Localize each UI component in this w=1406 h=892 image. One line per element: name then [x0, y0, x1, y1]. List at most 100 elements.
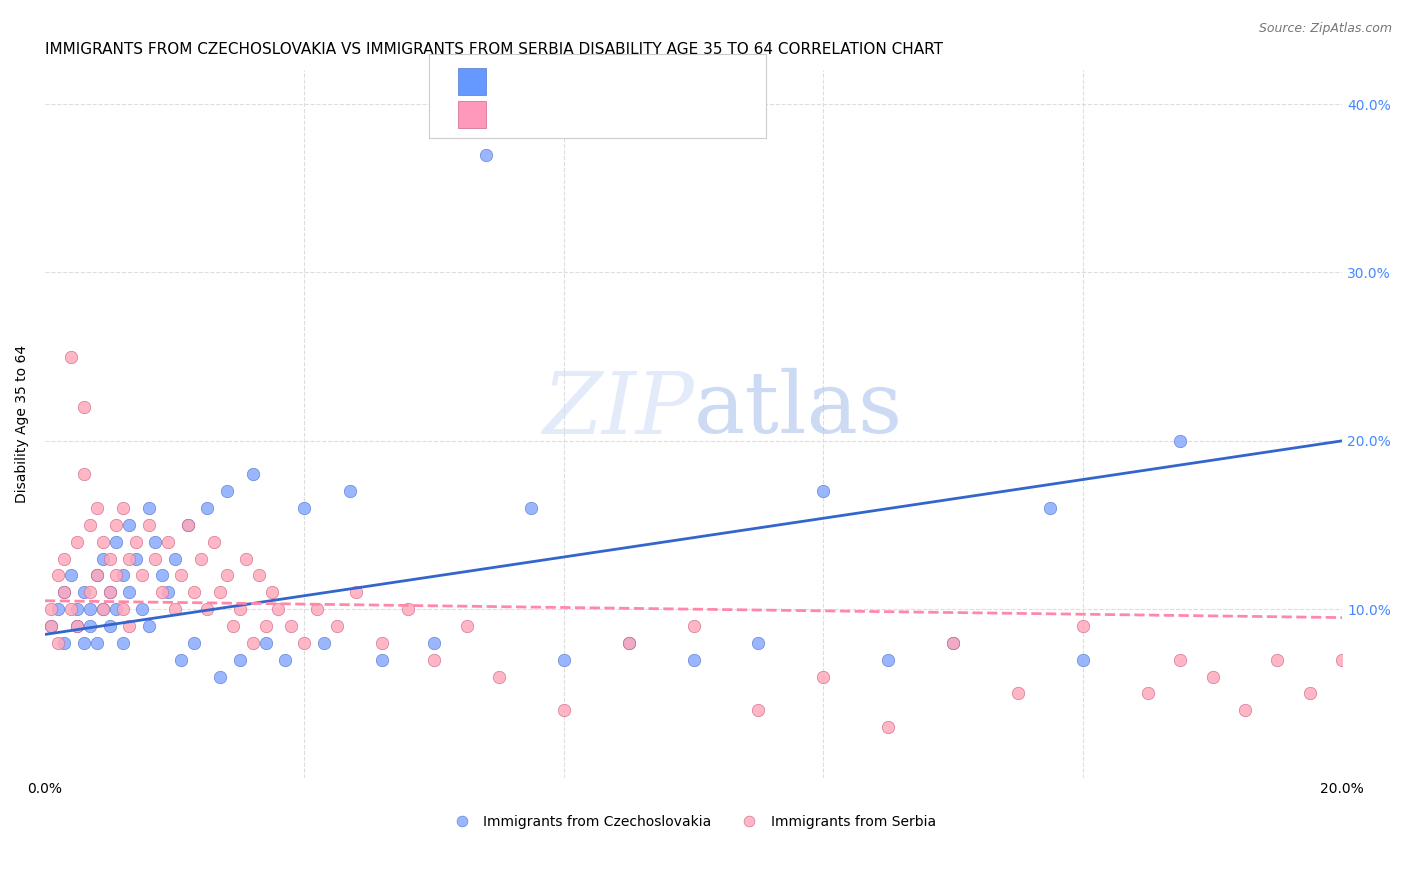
Immigrants from Czechoslovakia: [111, 568, 134, 582]
Immigrants from Serbia: [79, 585, 101, 599]
Immigrants from Serbia: [66, 619, 89, 633]
Immigrants from Czechoslovakia: [105, 602, 128, 616]
Immigrants from Serbia: [170, 568, 193, 582]
Immigrants from Czechoslovakia: [79, 602, 101, 616]
Y-axis label: Disability Age 35 to 64: Disability Age 35 to 64: [15, 345, 30, 503]
Legend: Immigrants from Czechoslovakia, Immigrants from Serbia: Immigrants from Czechoslovakia, Immigran…: [446, 809, 942, 834]
Immigrants from Czechoslovakia: [53, 636, 76, 650]
Immigrants from Czechoslovakia: [86, 636, 108, 650]
Immigrants from Serbia: [202, 534, 225, 549]
Immigrants from Czechoslovakia: [131, 602, 153, 616]
Immigrants from Serbia: [456, 619, 478, 633]
Immigrants from Serbia: [163, 602, 186, 616]
Immigrants from Czechoslovakia: [98, 619, 121, 633]
Immigrants from Czechoslovakia: [105, 534, 128, 549]
Immigrants from Czechoslovakia: [66, 619, 89, 633]
Immigrants from Serbia: [326, 619, 349, 633]
Immigrants from Serbia: [111, 501, 134, 516]
Immigrants from Czechoslovakia: [617, 636, 640, 650]
Immigrants from Czechoslovakia: [138, 501, 160, 516]
Immigrants from Serbia: [41, 619, 63, 633]
Immigrants from Serbia: [143, 551, 166, 566]
Text: 58: 58: [626, 74, 647, 88]
Immigrants from Serbia: [125, 534, 148, 549]
Immigrants from Czechoslovakia: [553, 653, 575, 667]
Immigrants from Czechoslovakia: [475, 147, 498, 161]
Immigrants from Serbia: [59, 350, 82, 364]
Immigrants from Czechoslovakia: [747, 636, 769, 650]
Immigrants from Czechoslovakia: [118, 518, 141, 533]
Immigrants from Czechoslovakia: [79, 619, 101, 633]
Text: 0.220: 0.220: [534, 74, 582, 88]
Immigrants from Czechoslovakia: [138, 619, 160, 633]
Immigrants from Serbia: [1007, 686, 1029, 700]
Immigrants from Serbia: [254, 619, 277, 633]
Immigrants from Serbia: [118, 619, 141, 633]
Immigrants from Czechoslovakia: [294, 501, 316, 516]
Immigrants from Czechoslovakia: [520, 501, 543, 516]
Immigrants from Czechoslovakia: [157, 585, 180, 599]
Immigrants from Serbia: [294, 636, 316, 650]
Immigrants from Czechoslovakia: [1071, 653, 1094, 667]
Immigrants from Czechoslovakia: [111, 636, 134, 650]
Immigrants from Czechoslovakia: [942, 636, 965, 650]
Immigrants from Serbia: [488, 669, 510, 683]
Immigrants from Czechoslovakia: [183, 636, 205, 650]
Immigrants from Czechoslovakia: [242, 467, 264, 482]
Immigrants from Czechoslovakia: [125, 551, 148, 566]
Immigrants from Czechoslovakia: [274, 653, 297, 667]
Immigrants from Serbia: [46, 636, 69, 650]
Immigrants from Czechoslovakia: [371, 653, 394, 667]
Text: R =: R =: [492, 107, 526, 122]
Immigrants from Serbia: [1396, 686, 1406, 700]
Immigrants from Czechoslovakia: [73, 585, 96, 599]
Immigrants from Serbia: [553, 703, 575, 717]
Immigrants from Serbia: [157, 534, 180, 549]
Immigrants from Serbia: [209, 585, 232, 599]
Immigrants from Serbia: [617, 636, 640, 650]
Immigrants from Czechoslovakia: [98, 585, 121, 599]
Immigrants from Serbia: [747, 703, 769, 717]
Immigrants from Serbia: [228, 602, 250, 616]
Text: 77: 77: [626, 107, 647, 122]
Immigrants from Serbia: [1267, 653, 1289, 667]
Immigrants from Czechoslovakia: [143, 534, 166, 549]
Immigrants from Serbia: [371, 636, 394, 650]
Immigrants from Serbia: [59, 602, 82, 616]
Immigrants from Serbia: [215, 568, 238, 582]
Immigrants from Serbia: [118, 551, 141, 566]
Immigrants from Serbia: [1364, 669, 1386, 683]
Immigrants from Czechoslovakia: [1168, 434, 1191, 448]
Immigrants from Serbia: [260, 585, 283, 599]
Immigrants from Czechoslovakia: [339, 484, 361, 499]
Text: R =: R =: [492, 74, 530, 88]
Immigrants from Serbia: [267, 602, 290, 616]
Immigrants from Czechoslovakia: [93, 602, 115, 616]
Immigrants from Serbia: [877, 720, 900, 734]
Immigrants from Serbia: [813, 669, 835, 683]
Text: atlas: atlas: [693, 368, 903, 451]
Immigrants from Czechoslovakia: [41, 619, 63, 633]
Immigrants from Serbia: [98, 585, 121, 599]
Immigrants from Serbia: [222, 619, 245, 633]
Immigrants from Serbia: [396, 602, 419, 616]
Immigrants from Serbia: [66, 534, 89, 549]
Immigrants from Serbia: [1299, 686, 1322, 700]
Text: -0.032: -0.032: [534, 107, 589, 122]
Immigrants from Serbia: [942, 636, 965, 650]
Immigrants from Serbia: [423, 653, 446, 667]
Immigrants from Czechoslovakia: [877, 653, 900, 667]
Text: Source: ZipAtlas.com: Source: ZipAtlas.com: [1258, 22, 1392, 36]
Immigrants from Serbia: [111, 602, 134, 616]
Immigrants from Serbia: [41, 602, 63, 616]
Immigrants from Serbia: [86, 501, 108, 516]
Immigrants from Czechoslovakia: [209, 669, 232, 683]
Immigrants from Serbia: [93, 534, 115, 549]
Immigrants from Czechoslovakia: [66, 602, 89, 616]
Immigrants from Serbia: [242, 636, 264, 650]
Immigrants from Czechoslovakia: [813, 484, 835, 499]
Immigrants from Czechoslovakia: [1039, 501, 1062, 516]
Immigrants from Czechoslovakia: [170, 653, 193, 667]
Immigrants from Czechoslovakia: [195, 501, 218, 516]
Immigrants from Serbia: [46, 568, 69, 582]
